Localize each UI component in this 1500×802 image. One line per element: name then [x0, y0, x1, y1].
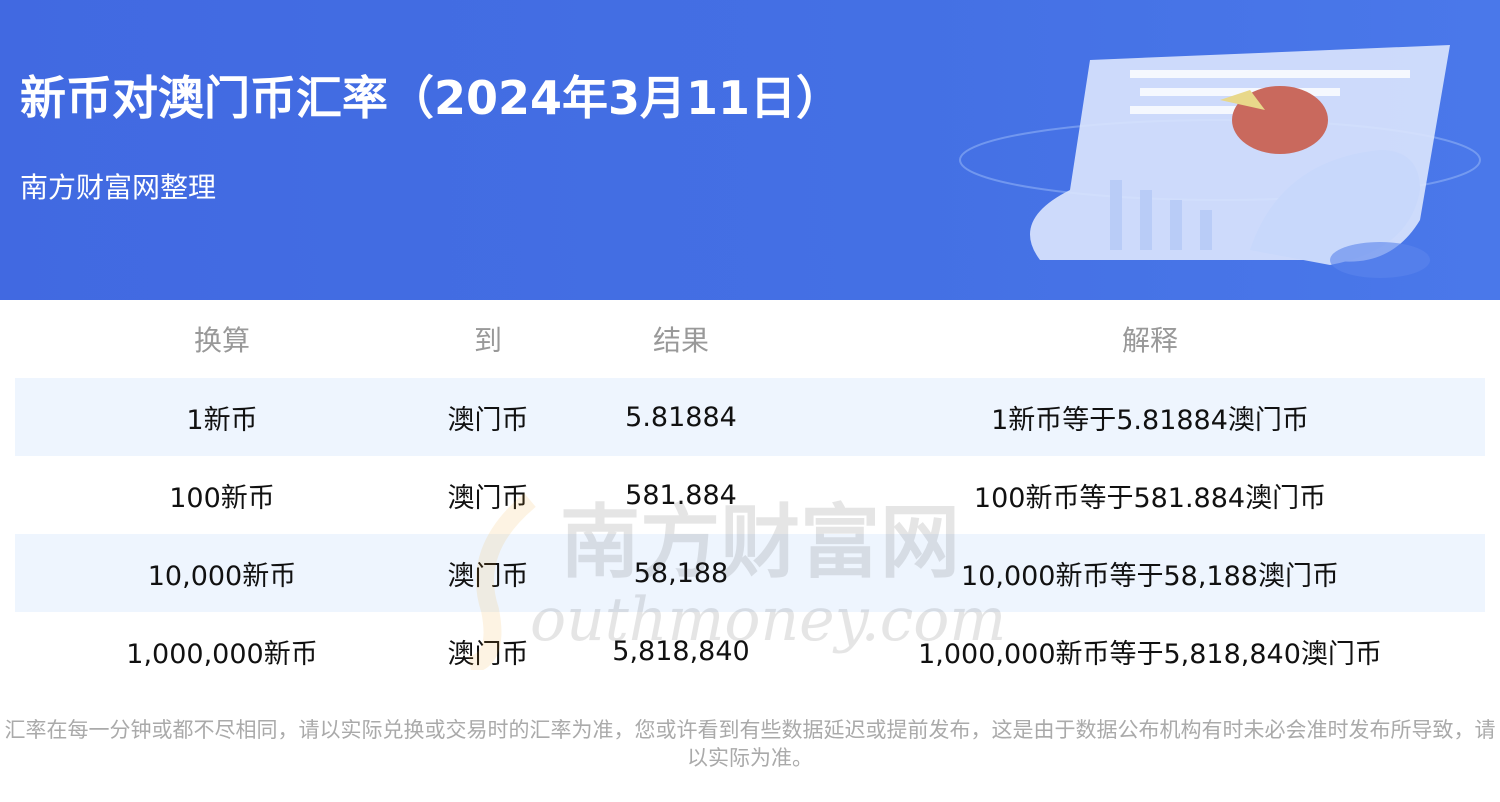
cell-target: 澳门币	[447, 638, 529, 670]
cell-explanation: 1,000,000新币等于5,818,840澳门币	[918, 638, 1382, 670]
document-chart-illustration	[959, 45, 1481, 278]
header-banner: 新币对澳门币汇率（2024年3月11日） 南方财富网整理	[0, 0, 1500, 300]
cell-target: 澳门币	[447, 482, 529, 514]
cell-explanation: 1新币等于5.81884澳门币	[991, 404, 1309, 436]
column-header: 到	[473, 324, 502, 357]
table-header: 换算 到 结果 解释	[15, 300, 1485, 378]
cell-result: 5,818,840	[612, 635, 750, 667]
column-header: 解释	[1121, 324, 1178, 357]
disclaimer: 汇率在每一分钟或都不尽相同，请以实际兑换或交易时的汇率为准，您或许看到有些数据延…	[4, 718, 1496, 770]
cell-amount: 100新币	[169, 482, 275, 514]
cell-amount: 1新币	[186, 404, 258, 436]
cell-explanation: 100新币等于581.884澳门币	[973, 482, 1327, 514]
page-title: 新币对澳门币汇率（2024年3月11日）	[20, 71, 843, 125]
column-header: 结果	[652, 324, 709, 357]
table-row: 100新币 澳门币 581.884 100新币等于581.884澳门币	[15, 456, 1485, 534]
cell-explanation: 10,000新币等于58,188澳门币	[961, 560, 1339, 592]
table-row: 1新币 澳门币 5.81884 1新币等于5.81884澳门币	[15, 378, 1485, 456]
cell-target: 澳门币	[447, 404, 529, 436]
cell-target: 澳门币	[447, 560, 529, 592]
column-header: 换算	[193, 324, 250, 357]
table-row: 1,000,000新币 澳门币 5,818,840 1,000,000新币等于5…	[15, 612, 1485, 690]
page-subtitle: 南方财富网整理	[20, 171, 217, 204]
cell-amount: 1,000,000新币	[126, 638, 318, 670]
cell-result: 581.884	[625, 479, 737, 511]
cell-result: 58,188	[633, 557, 729, 589]
table-row: 10,000新币 澳门币 58,188 10,000新币等于58,188澳门币	[15, 534, 1485, 612]
cell-result: 5.81884	[625, 401, 737, 433]
exchange-table: 换算 到 结果 解释 1新币 澳门币 5.81884 1新币等于5.81884澳…	[15, 300, 1485, 690]
cell-amount: 10,000新币	[147, 560, 297, 592]
